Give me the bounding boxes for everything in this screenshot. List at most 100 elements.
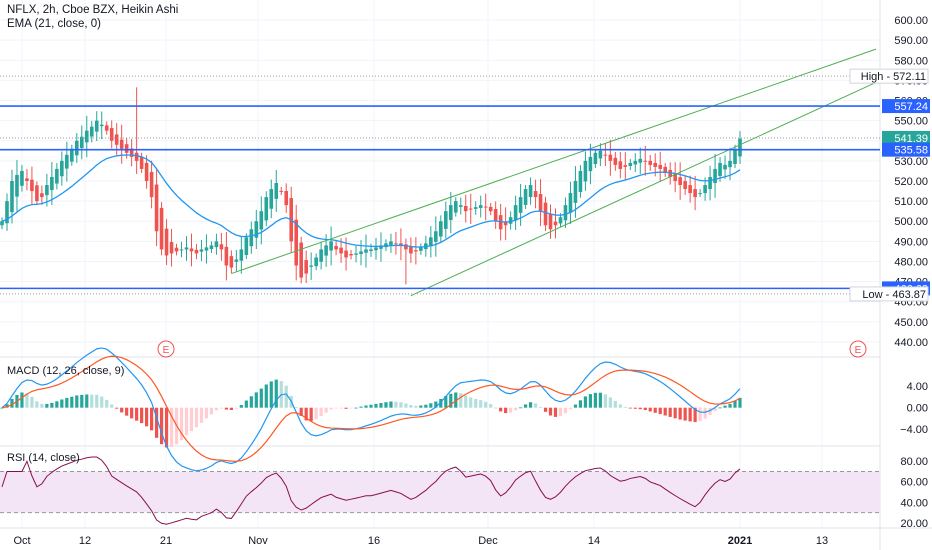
macd-histogram-bar bbox=[229, 407, 233, 411]
candle bbox=[84, 130, 89, 143]
macd-histogram-bar bbox=[224, 407, 228, 410]
candle bbox=[359, 251, 363, 255]
trend-channel-line[interactable] bbox=[231, 48, 877, 275]
price-tag[interactable]: 557.24 bbox=[882, 99, 930, 114]
earnings-circle bbox=[157, 340, 175, 358]
macd-histogram-bar bbox=[324, 407, 328, 413]
earnings-marker[interactable]: E bbox=[849, 340, 867, 358]
candle bbox=[633, 160, 638, 165]
macd-histogram-bar bbox=[60, 399, 64, 408]
candle bbox=[55, 168, 59, 184]
macd-histogram-bar bbox=[189, 407, 194, 432]
price-tick-label: 450.00 bbox=[894, 317, 928, 329]
candle bbox=[209, 245, 214, 249]
candle bbox=[194, 249, 199, 254]
candle bbox=[5, 201, 9, 224]
price-tick-label: 500.00 bbox=[894, 216, 928, 228]
price-tag-text: Low - 463.87 bbox=[862, 289, 926, 301]
macd-histogram-bar bbox=[354, 407, 358, 409]
candle bbox=[139, 156, 144, 169]
price-axis[interactable]: 440.00450.00460.00470.00480.00490.00500.… bbox=[849, 15, 930, 530]
macd-histogram-bar bbox=[618, 404, 622, 408]
trend-channel-line[interactable] bbox=[410, 81, 877, 297]
macd-histogram-bar bbox=[90, 394, 94, 408]
candle bbox=[169, 242, 174, 254]
macd-histogram-bar bbox=[414, 405, 418, 408]
time-tick-label: 16 bbox=[368, 535, 380, 547]
candle bbox=[653, 162, 658, 167]
candle bbox=[478, 205, 483, 209]
price-tag[interactable]: 535.58 bbox=[882, 142, 930, 157]
ema-legend[interactable]: EMA (21, close, 0) bbox=[7, 18, 101, 30]
candle bbox=[698, 193, 702, 195]
price-tag-box bbox=[882, 142, 930, 157]
candle bbox=[583, 160, 588, 182]
rsi-legend[interactable]: RSI (14, close) bbox=[7, 452, 80, 464]
macd-histogram-bar bbox=[663, 407, 667, 416]
candle bbox=[434, 231, 438, 242]
macd-histogram-bar bbox=[249, 396, 253, 408]
macd-histogram-bar bbox=[484, 401, 488, 408]
candle bbox=[648, 160, 653, 165]
macd-histogram-bar bbox=[563, 407, 568, 414]
macd-histogram-bar bbox=[274, 379, 278, 408]
macd-histogram-bar bbox=[75, 395, 79, 408]
candle bbox=[543, 202, 548, 226]
macd-histogram-bar bbox=[154, 407, 159, 438]
candle bbox=[159, 207, 164, 250]
macd-legend[interactable]: MACD (12, 26, close, 9) bbox=[7, 365, 125, 377]
candle bbox=[249, 229, 254, 247]
price-tag[interactable]: High - 572.11 bbox=[849, 68, 929, 84]
macd-histogram-bar bbox=[164, 407, 169, 448]
candle bbox=[374, 247, 378, 251]
macd-histogram-bar bbox=[733, 400, 737, 408]
candle bbox=[463, 205, 468, 212]
macd-histogram-bar bbox=[593, 392, 597, 408]
macd-histogram-bar bbox=[553, 407, 558, 417]
macd-histogram-bar bbox=[514, 407, 518, 411]
macd-histogram-bar bbox=[309, 407, 313, 422]
rsi-pane[interactable] bbox=[0, 456, 880, 525]
price-tag-text: 541.39 bbox=[894, 133, 928, 145]
time-axis[interactable]: Oct 12 21 Nov 16 Dec 14 2021 13 bbox=[13, 535, 828, 547]
macd-histogram-bar bbox=[394, 401, 398, 408]
macd-histogram-bar bbox=[523, 404, 528, 408]
candle bbox=[259, 211, 264, 230]
macd-histogram-bar bbox=[194, 407, 199, 428]
candle bbox=[189, 248, 194, 252]
price-tick-label: 480.00 bbox=[894, 256, 928, 268]
macd-histogram-bar bbox=[0, 407, 4, 409]
macd-histogram-bar bbox=[533, 403, 538, 408]
symbol-legend[interactable]: NFLX, 2h, Cboe BZX, Heikin Ashi bbox=[7, 4, 179, 16]
price-tag[interactable]: Low - 463.87 bbox=[849, 286, 929, 302]
candle bbox=[723, 164, 727, 170]
price-tag-box bbox=[849, 68, 929, 84]
macd-histogram-bar bbox=[214, 407, 219, 411]
candle bbox=[409, 246, 413, 254]
macd-pane[interactable] bbox=[0, 347, 742, 472]
macd-histogram-bar bbox=[698, 407, 702, 422]
candle bbox=[60, 160, 64, 177]
price-tag-box bbox=[882, 99, 930, 114]
price-tag[interactable]: 541.39 bbox=[882, 130, 930, 145]
price-tick-label: 580.00 bbox=[894, 55, 928, 67]
macd-histogram-bar bbox=[558, 407, 563, 417]
candle bbox=[199, 249, 204, 252]
candle bbox=[284, 191, 289, 206]
macd-histogram-bar bbox=[384, 402, 388, 408]
macd-histogram-bar bbox=[105, 399, 109, 408]
macd-histogram-bar bbox=[85, 394, 89, 408]
candle bbox=[174, 247, 179, 252]
candle bbox=[379, 245, 383, 249]
candle bbox=[119, 139, 124, 149]
candle bbox=[488, 206, 493, 212]
macd-histogram-bar bbox=[538, 406, 543, 408]
candle bbox=[30, 179, 34, 192]
candle bbox=[124, 144, 129, 153]
macd-histogram-bar bbox=[349, 407, 353, 409]
earnings-marker[interactable]: E bbox=[157, 340, 175, 358]
candle bbox=[618, 161, 623, 169]
candle bbox=[573, 181, 578, 203]
